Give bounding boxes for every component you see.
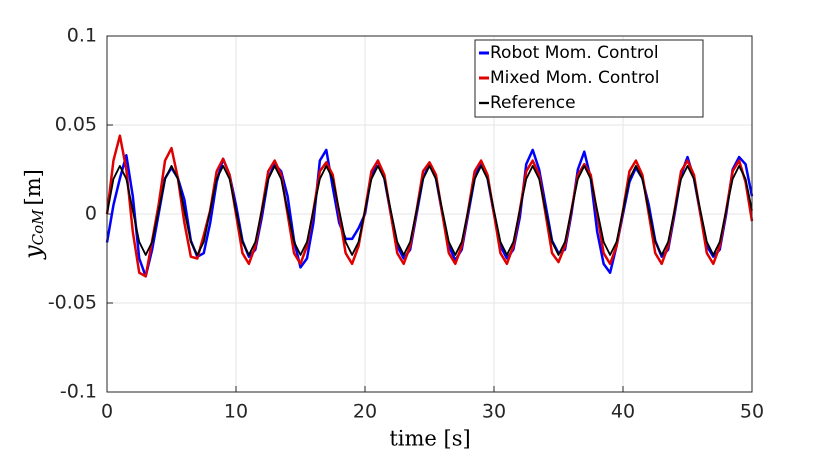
legend-label: Robot Mom. Control bbox=[490, 43, 659, 63]
y-tick-label: -0.1 bbox=[60, 381, 97, 403]
y-tick-label: 0.1 bbox=[67, 25, 97, 47]
x-tick-label: 10 bbox=[224, 401, 248, 423]
y-unit: [m] bbox=[21, 169, 45, 205]
x-tick-label: 50 bbox=[740, 401, 764, 423]
y-axis-label: yCoM [m] bbox=[19, 169, 48, 260]
axes-box bbox=[106, 35, 753, 393]
x-axis-label: time [s] bbox=[389, 427, 470, 451]
x-tick-label: 30 bbox=[482, 401, 506, 423]
legend-label: Mixed Mom. Control bbox=[490, 68, 659, 88]
legend: Robot Mom. Control Mixed Mom. Control Refe… bbox=[474, 39, 704, 118]
y-tick-label: -0.05 bbox=[48, 292, 97, 314]
legend-box bbox=[474, 39, 704, 118]
x-tick-label: 40 bbox=[611, 401, 635, 423]
y-symbol: y bbox=[19, 245, 47, 260]
y-tick-label: 0.05 bbox=[55, 114, 97, 136]
legend-label: Reference bbox=[490, 93, 576, 113]
y-subscript: CoM bbox=[29, 209, 47, 246]
series-line bbox=[106, 165, 753, 256]
x-tick-label: 0 bbox=[101, 401, 113, 423]
y-tick-label: 0 bbox=[85, 203, 97, 225]
x-tick-label: 20 bbox=[353, 401, 377, 423]
